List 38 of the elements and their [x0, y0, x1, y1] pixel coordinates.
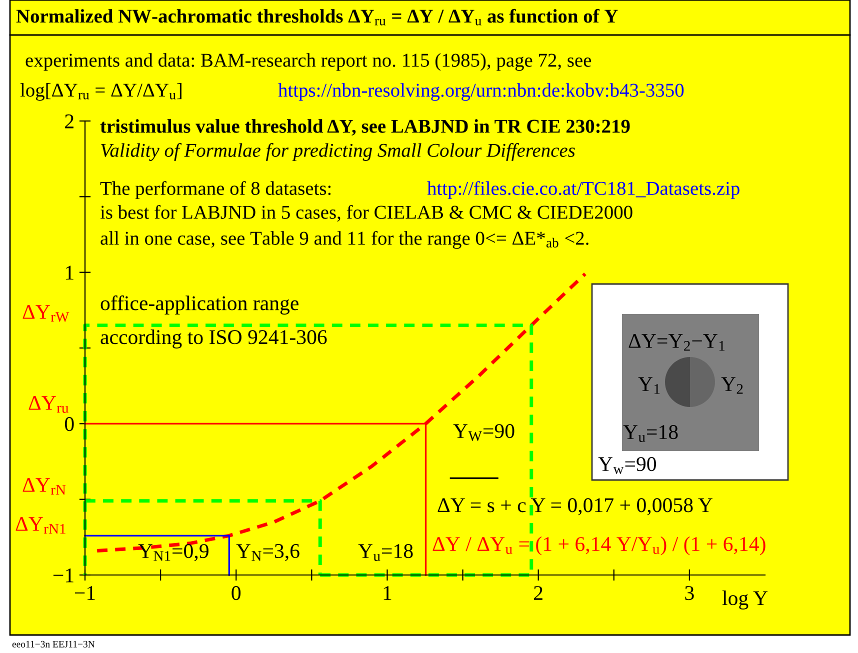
annotation: according to ISO 9241-306 — [100, 330, 327, 348]
text: ΔY$_{ru}$ — [28, 396, 69, 413]
annotation: http://files.cie.co.at/TC181_Datasets.zip — [427, 181, 740, 199]
chart-title: Normalized NW-achromatic thresholds ΔY$_{ru}$ = ΔY / ΔY$_{u}$ as function of Y — [16, 8, 618, 26]
text: experiments and data: BAM-research report no. 115 (1985), page 72, see — [26, 53, 592, 71]
x-tick-label: 1 — [384, 586, 392, 600]
annotation: Validity of Formulae for predicting Small Colour Differences — [101, 143, 575, 161]
text: ΔY$_{rN}$ — [22, 478, 66, 495]
annotation: The performane of 8 datasets: — [100, 181, 331, 199]
y-tick-label: 2 — [65, 114, 74, 128]
annotation: ΔY / ΔY$_{u}$ = (1 + 6,14 Y/Y$_{u}$) / (1 + 6,14) — [432, 536, 766, 556]
annotation: Y$_{u}$=18 — [623, 425, 678, 442]
annotation: ΔY=Y$_{2}$−Y$_{1}$ — [628, 334, 725, 351]
annotation: Y$_{1}$ — [638, 377, 660, 394]
annotation: Y$_{w}$=90 — [598, 457, 656, 474]
y-tick-label: 1 — [66, 266, 74, 280]
text: ΔY$_{rW}$ — [22, 305, 70, 322]
annotation: office-application range — [100, 295, 298, 315]
annotation: Y$_{W}$=90 — [453, 424, 514, 441]
annotation: is best for LABJND in 5 cases, for CIELAB & CMC & CIEDE2000 — [100, 204, 632, 222]
x-tick-label: 2 — [534, 586, 542, 600]
y-axis-title: log[ΔY$_{ru}$ = ΔY/ΔY$_{u}$] — [20, 83, 182, 101]
x-tick-label: 0 — [232, 586, 241, 600]
annotation: Y$_{u}$=18 — [358, 544, 413, 561]
annotation: all in one case, see Table 9 and 11 for the range 0<= ΔE*$_{ab}$ <2. — [100, 230, 588, 249]
x-axis-title: log Y — [722, 590, 768, 610]
annotation: Y$_{N}$=3,6 — [236, 544, 300, 562]
annotation: tristimulus value threshold ΔY, see LABJND in TR CIE 230:219 — [100, 119, 630, 136]
x-tick-label: 3 — [685, 586, 694, 600]
annotation: ΔY = s + c Y = 0,017 + 0,0058 Y — [438, 498, 712, 516]
y-tick-label: −1 — [53, 568, 74, 582]
y-tick-label: 0 — [64, 417, 74, 432]
text: eeo11−3n EEJ11−3N — [12, 640, 95, 648]
annotation: Y$_{N1}$=0,9 — [138, 544, 208, 562]
text: ΔY$_{rN1}$ — [16, 517, 66, 534]
text: https://nbn-resolving.org/urn:nbn:de:kobv:b43-3350 — [278, 83, 684, 101]
annotation: Y$_{2}$ — [721, 377, 743, 394]
x-tick-label: −1 — [74, 586, 95, 600]
